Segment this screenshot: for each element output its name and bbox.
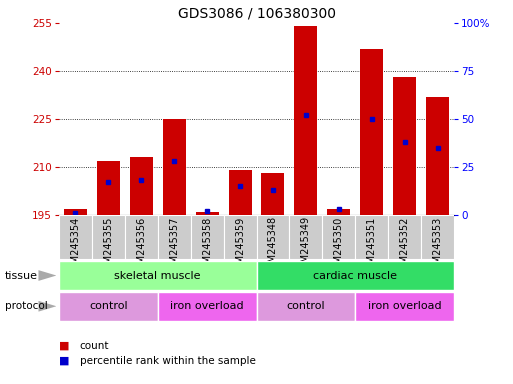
Text: GSM245354: GSM245354 [70,216,81,276]
Polygon shape [38,270,56,281]
Text: cardiac muscle: cardiac muscle [313,270,397,281]
Bar [393,78,416,215]
Bar [289,215,322,259]
Bar [256,261,454,290]
Bar [59,292,158,321]
Text: count: count [80,341,109,351]
Bar [191,215,224,259]
Text: GSM245353: GSM245353 [432,216,443,276]
Bar [228,170,251,215]
Text: GSM245352: GSM245352 [400,216,409,276]
Bar [92,215,125,259]
Bar [125,215,158,259]
Bar [130,157,153,215]
Text: GSM245356: GSM245356 [136,216,146,276]
Bar [256,292,355,321]
Bar [388,215,421,259]
Text: GSM245358: GSM245358 [202,216,212,276]
Text: GSM245350: GSM245350 [334,216,344,276]
Bar [163,119,186,215]
Bar [426,97,449,215]
Bar [327,209,350,215]
Bar [294,26,318,215]
Text: GSM245351: GSM245351 [367,216,377,276]
Text: protocol: protocol [5,301,48,311]
Text: iron overload: iron overload [368,301,442,311]
Bar [262,174,285,215]
Bar [355,215,388,259]
Bar [195,212,219,215]
Text: tissue: tissue [5,270,38,281]
Text: GSM245357: GSM245357 [169,216,179,276]
Bar [256,215,289,259]
Text: GSM245359: GSM245359 [235,216,245,276]
Text: GSM245348: GSM245348 [268,216,278,275]
Bar [59,215,92,259]
Bar [355,292,454,321]
Text: ■: ■ [59,341,73,351]
Bar [64,209,87,215]
Text: GSM245349: GSM245349 [301,216,311,275]
Bar [360,49,383,215]
Bar [97,161,120,215]
Bar [224,215,256,259]
Title: GDS3086 / 106380300: GDS3086 / 106380300 [177,7,336,20]
Text: skeletal muscle: skeletal muscle [114,270,201,281]
Polygon shape [38,301,56,312]
Bar [158,292,256,321]
Bar [158,215,191,259]
Text: GSM245355: GSM245355 [104,216,113,276]
Text: control: control [287,301,325,311]
Bar [59,261,256,290]
Bar [322,215,355,259]
Text: ■: ■ [59,356,73,366]
Text: control: control [89,301,128,311]
Bar [421,215,454,259]
Text: percentile rank within the sample: percentile rank within the sample [80,356,255,366]
Text: iron overload: iron overload [170,301,244,311]
